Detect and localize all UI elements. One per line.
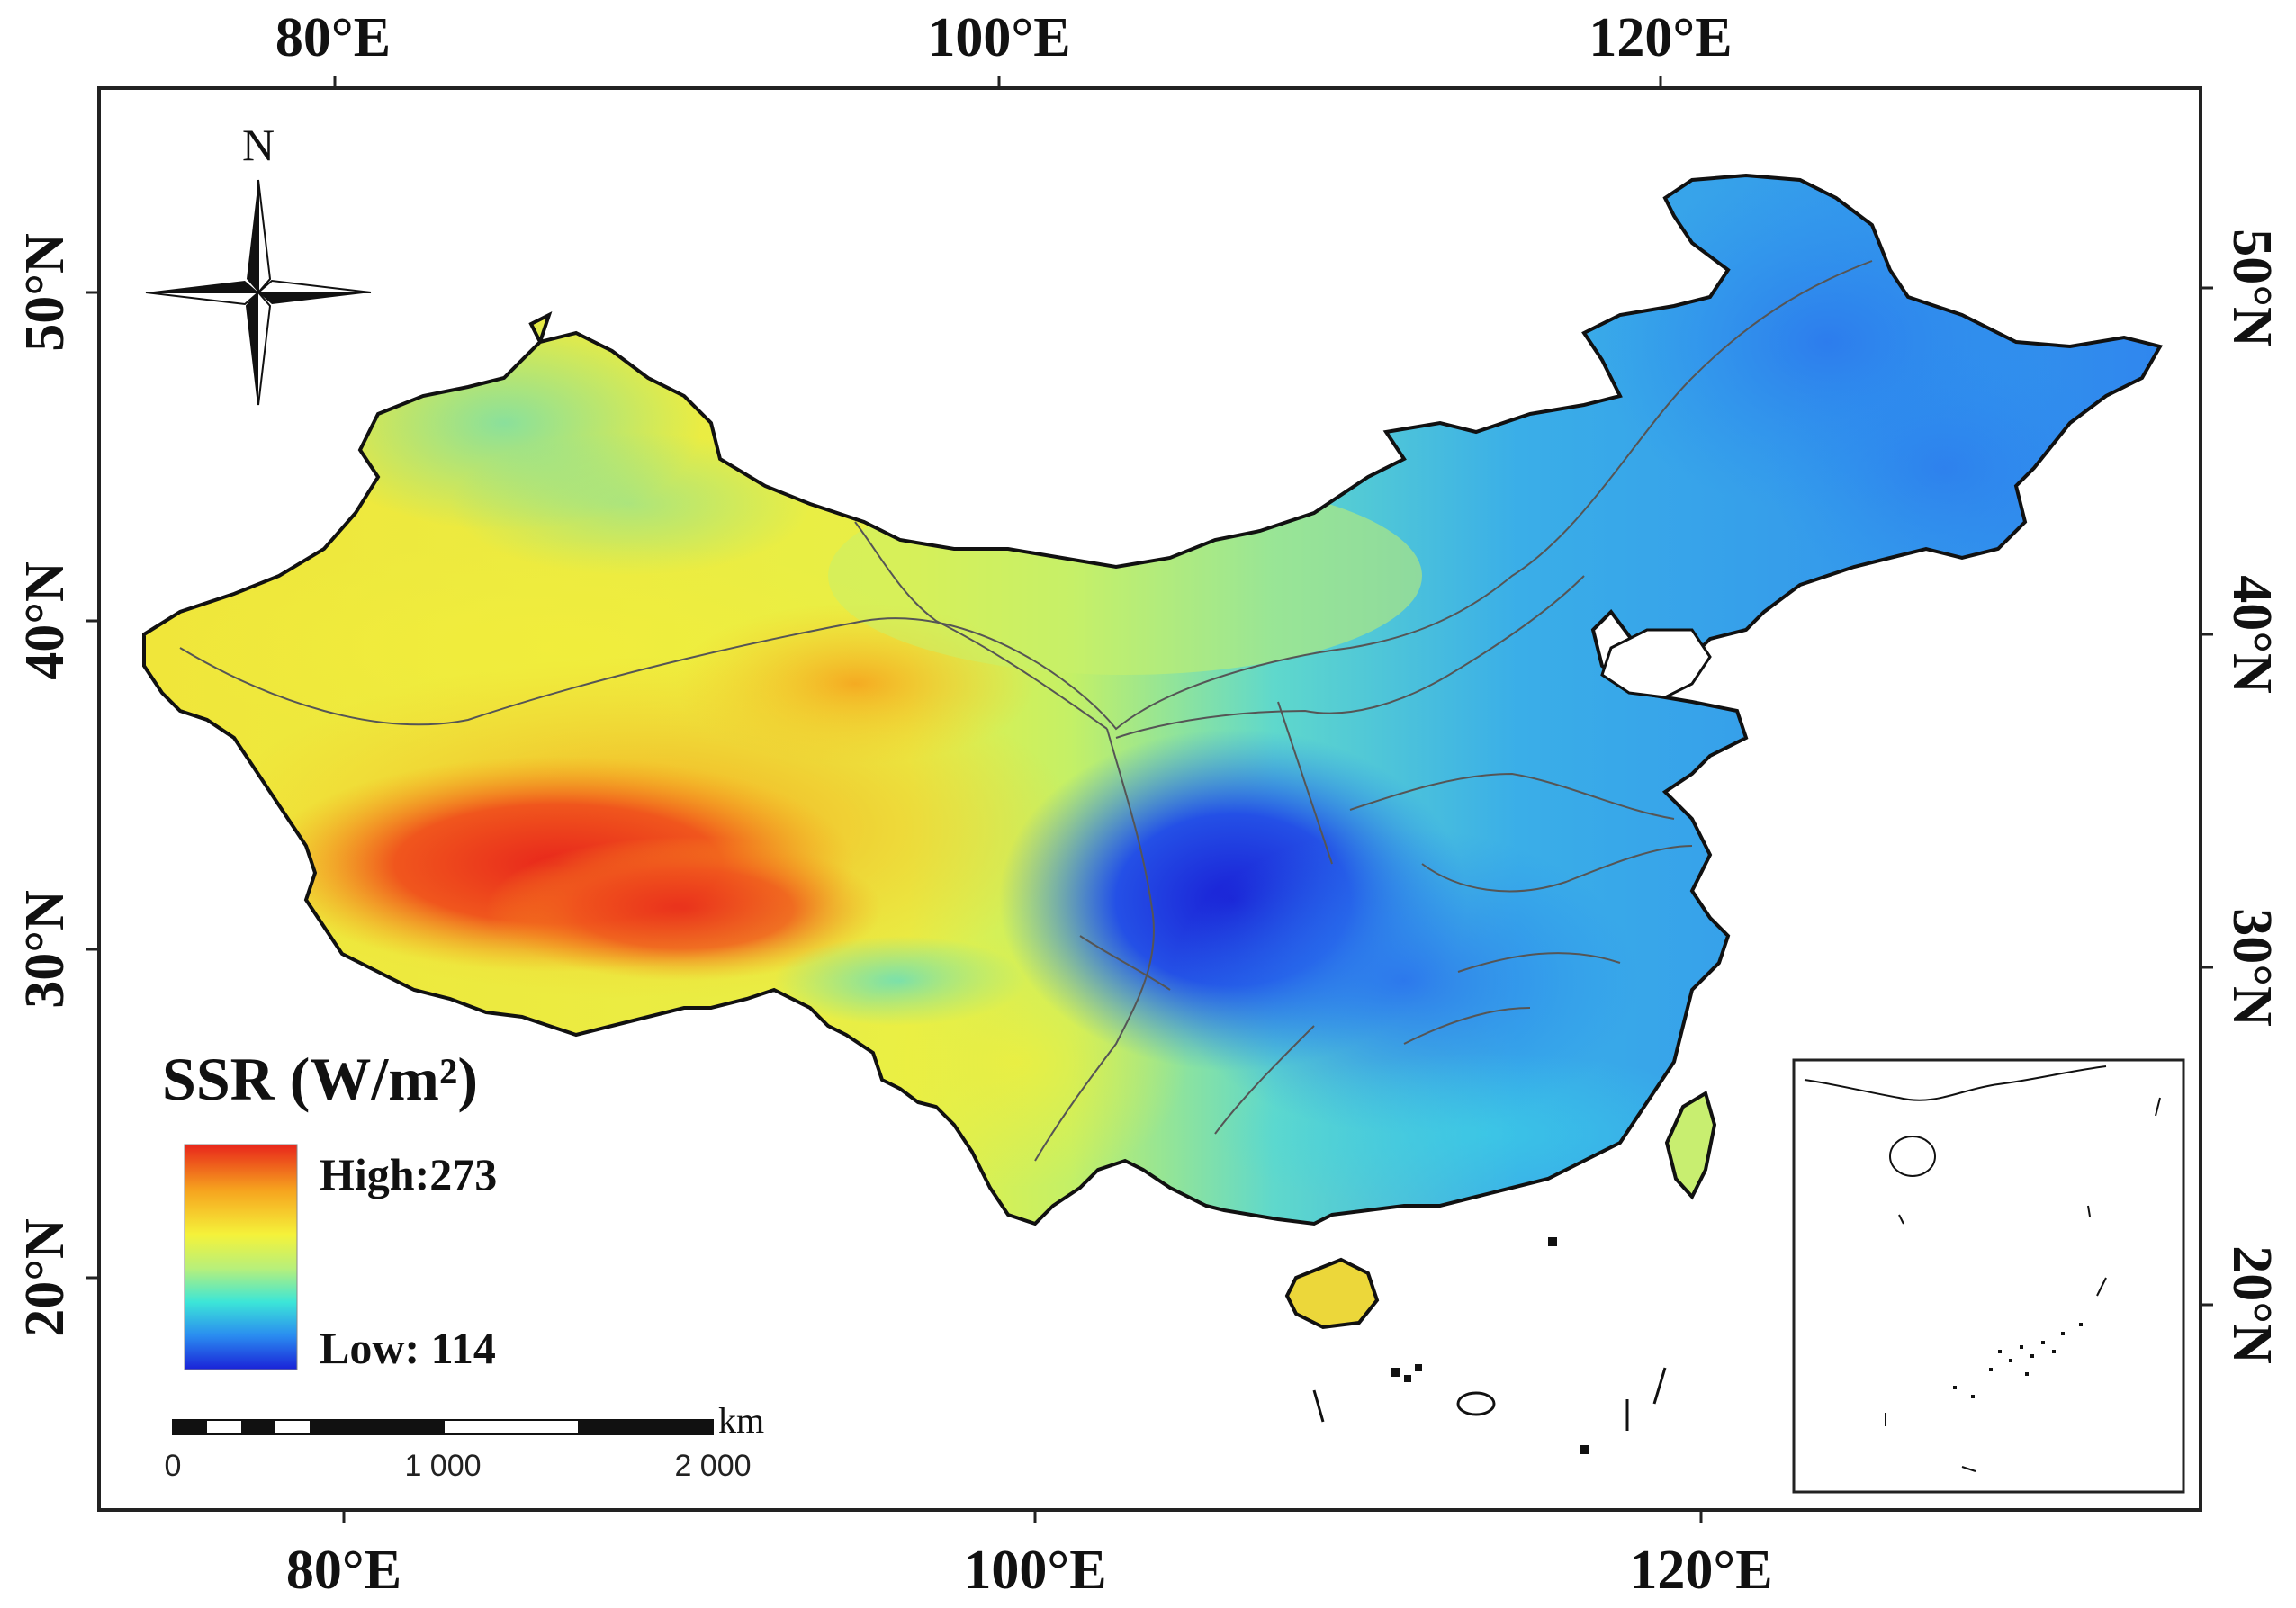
lat-left-20: 20°N xyxy=(14,1218,76,1337)
lon-bottom-80: 80°E xyxy=(286,1540,401,1601)
china-outline xyxy=(142,173,2164,1226)
longitude-bottom-labels: 80°E 100°E 120°E xyxy=(286,1540,1773,1601)
lat-left-40: 40°N xyxy=(14,561,76,680)
legend-low-label: Low: 114 xyxy=(320,1323,496,1373)
bohai-sea xyxy=(1600,628,1712,699)
legend-high-label: High:273 xyxy=(320,1149,497,1199)
latitude-right-labels: 50°N 40°N 30°N 20°N xyxy=(2221,229,2282,1364)
lon-bottom-120: 120°E xyxy=(1629,1540,1772,1601)
lat-right-20: 20°N xyxy=(2221,1245,2282,1364)
lat-left-50: 50°N xyxy=(14,233,76,352)
scale-bar: km 0 1 000 2 000 xyxy=(165,1400,765,1483)
lon-top-80: 80°E xyxy=(275,7,391,68)
lat-left-30: 30°N xyxy=(14,890,76,1009)
lon-top-100: 100°E xyxy=(927,7,1070,68)
south-china-sea-inset xyxy=(1792,1058,2185,1494)
lat-right-40: 40°N xyxy=(2221,575,2282,694)
north-arrow-label: N xyxy=(242,120,275,170)
south-sea-islands xyxy=(1312,1237,1667,1454)
scale-tick-2000: 2 000 xyxy=(674,1449,751,1483)
scale-tick-0: 0 xyxy=(165,1449,182,1483)
legend-color-ramp xyxy=(184,1144,298,1370)
lon-top-120: 120°E xyxy=(1589,7,1732,68)
hainan-island xyxy=(1284,1257,1380,1330)
lat-right-50: 50°N xyxy=(2221,229,2282,347)
longitude-top-labels: 80°E 100°E 120°E xyxy=(275,7,1733,68)
legend: SSR (W/m²) High:273 Low: 114 xyxy=(162,1045,497,1373)
region-boundaries xyxy=(179,260,1873,1162)
scale-tick-1000: 1 000 xyxy=(404,1449,481,1483)
latitude-left-labels: 50°N 40°N 30°N 20°N xyxy=(14,233,76,1337)
legend-title: SSR (W/m²) xyxy=(162,1045,478,1113)
taiwan-island xyxy=(1664,1090,1717,1200)
frame-ticks xyxy=(86,76,2213,1523)
scale-unit: km xyxy=(718,1400,764,1441)
lon-bottom-100: 100°E xyxy=(963,1540,1106,1601)
lat-right-30: 30°N xyxy=(2221,908,2282,1027)
north-arrow: N xyxy=(145,120,372,406)
